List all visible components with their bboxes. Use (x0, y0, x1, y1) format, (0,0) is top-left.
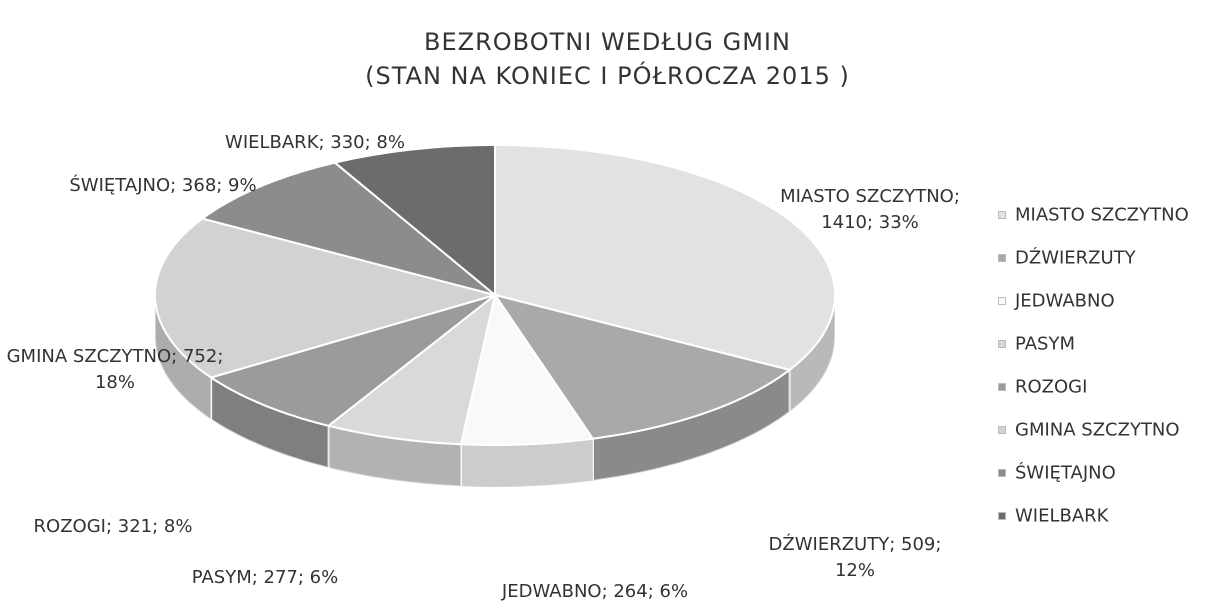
legend-label: WIELBARK (1015, 505, 1109, 527)
chart-title: BEZROBOTNI WEDŁUG GMIN (424, 28, 791, 56)
legend-label: ROZOGI (1015, 376, 1088, 398)
data-label: DŹWIERZUTY; 509; 12% (768, 534, 942, 581)
slice (332, 144, 496, 298)
slice (459, 292, 595, 446)
legend-marker (998, 297, 1006, 305)
legend-marker (998, 254, 1006, 262)
chart-subtitle: (STAN NA KONIEC I PÓŁROCZA 2015 ) (365, 62, 850, 90)
legend-label: PASYM (1015, 333, 1075, 355)
legend-label: JEDWABNO (1015, 290, 1115, 312)
data-label: ŚWIĘTAJNO; 368; 9% (69, 175, 257, 196)
data-label: JEDWABNO; 264; 6% (501, 581, 689, 602)
data-label: GMINA SZCZYTNO; 752; 18% (6, 346, 224, 393)
slice (154, 217, 499, 379)
slice (200, 161, 496, 296)
slice (326, 292, 497, 446)
legend-label: MIASTO SZCZYTNO (1015, 204, 1189, 226)
legend-marker (998, 426, 1006, 434)
legend-marker (998, 512, 1006, 520)
data-label: WIELBARK; 330; 8% (225, 132, 405, 153)
data-label: ROZOGI; 321; 8% (33, 516, 193, 537)
slice (494, 144, 836, 371)
data-label: PASYM; 277; 6% (191, 567, 339, 588)
slice-side-shade (328, 425, 461, 487)
legend-marker (998, 340, 1006, 348)
legend-marker (998, 469, 1006, 477)
data-label: MIASTO SZCZYTNO; 1410; 33% (780, 186, 960, 233)
slice-side-shade (461, 438, 593, 487)
slice (208, 294, 496, 427)
slice-side-shade (211, 377, 329, 468)
legend-label: ŚWIĘTAJNO (1015, 462, 1116, 484)
slice-side-shade (789, 295, 835, 412)
legend-label: GMINA SZCZYTNO (1015, 419, 1180, 441)
legend-marker (998, 211, 1006, 219)
slice-side-shade (155, 295, 212, 420)
legend-marker (998, 383, 1006, 391)
legend-label: DŹWIERZUTY (1015, 247, 1136, 269)
slice-side-shade (592, 369, 790, 481)
